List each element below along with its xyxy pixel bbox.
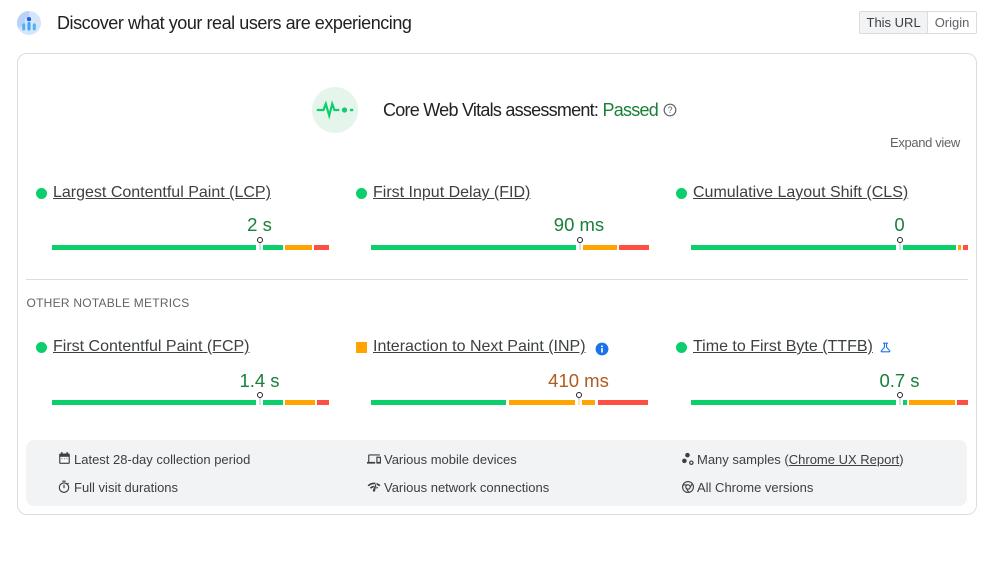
svg-text:?: ? (668, 105, 673, 115)
